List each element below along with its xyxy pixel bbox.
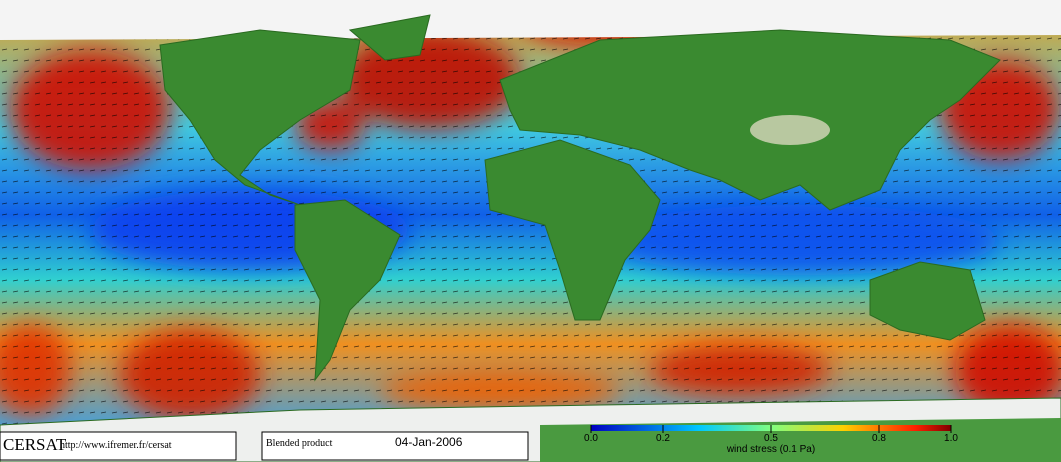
date: 04-Jan-2006 bbox=[395, 435, 463, 449]
logo-box bbox=[0, 431, 237, 461]
colorbar-tick-label: 0.5 bbox=[764, 433, 778, 444]
colorbar-tick-label: 1.0 bbox=[944, 433, 958, 444]
product: Blended product bbox=[266, 438, 333, 449]
colorbar-label: wind stress (0.1 Pa) bbox=[726, 444, 815, 455]
colorbar-tick-label: 0.8 bbox=[872, 433, 886, 444]
footer: CERSAT http://www.ifremer.fr/cersat Blen… bbox=[0, 431, 529, 461]
logo: CERSAT bbox=[3, 435, 67, 454]
colorbar-tick-label: 0.0 bbox=[584, 433, 598, 444]
colorbar-tick-label: 0.2 bbox=[656, 433, 670, 444]
product-box bbox=[261, 431, 529, 461]
url: http://www.ifremer.fr/cersat bbox=[60, 440, 172, 451]
colorbar: wind stress (0.1 Pa) 0.0 0.2 0.5 0.8 1.0 bbox=[584, 425, 958, 455]
